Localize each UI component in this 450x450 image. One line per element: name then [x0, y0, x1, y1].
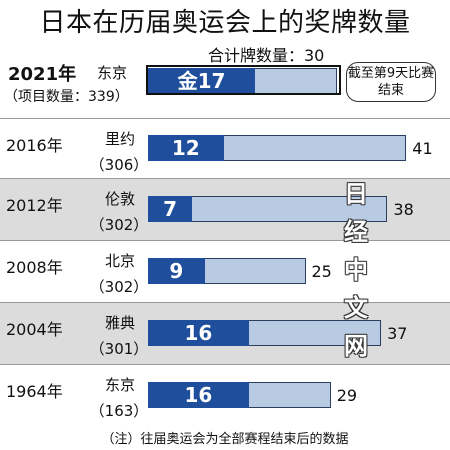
row-separator [0, 240, 450, 241]
event-count-label: （306） [89, 156, 149, 174]
row-separator [0, 178, 450, 179]
row-separator [0, 364, 450, 365]
gold-medals-bar [148, 320, 249, 346]
host-city-label: 东京 [96, 64, 127, 82]
watermark-character: 日 [344, 180, 368, 208]
gold-count-label: 7 [163, 197, 177, 221]
year-label: 2012年 [6, 196, 63, 215]
event-count-label: （302） [89, 278, 149, 296]
gold-count-label: 9 [169, 259, 184, 283]
year-label: 2016年 [6, 136, 63, 155]
total-count-label: 29 [336, 386, 358, 405]
current-total-label: 合计牌数量：30 [208, 46, 325, 65]
host-city-label: 雅典 [104, 314, 135, 332]
total-count-label: 25 [311, 262, 332, 281]
event-count-label: （302） [89, 216, 149, 234]
host-city-label: 伦敦 [104, 190, 135, 208]
gold-count-label: 16 [184, 321, 213, 345]
note-bubble: 截至第9天比赛结束 [346, 62, 436, 102]
event-count-label: （163） [89, 402, 149, 420]
watermark-character: 中 [344, 256, 368, 284]
gold-medals-bar [148, 135, 224, 161]
year-label: 2004年 [6, 320, 63, 339]
total-count-label: 38 [393, 200, 414, 219]
total-count-label: 41 [412, 139, 433, 158]
year-label: 2008年 [6, 258, 63, 277]
total-count-label: 37 [387, 324, 408, 343]
event-count-label: （项目数量：339） [4, 89, 129, 105]
gold-count-label: 16 [184, 383, 213, 407]
gold-medals-bar [148, 196, 193, 222]
event-count-label: （301） [89, 340, 149, 358]
host-city-label: 里约 [104, 130, 135, 148]
row-separator [0, 118, 450, 119]
chart-title: 日本在历届奥运会上的奖牌数量 [39, 8, 411, 38]
year-label: 2021年 [8, 64, 77, 85]
current-games-highlight-frame [146, 65, 341, 95]
row-separator [0, 302, 450, 303]
watermark-character: 网 [344, 332, 368, 360]
host-city-label: 东京 [104, 376, 135, 394]
gold-medals-bar [148, 258, 205, 284]
gold-count-label: 金17 [177, 69, 226, 93]
host-city-label: 北京 [104, 252, 135, 270]
watermark-character: 文 [344, 294, 368, 322]
gold-count-label: 12 [171, 136, 200, 160]
gold-medals-bar [148, 68, 256, 94]
gold-medals-bar [148, 382, 249, 408]
watermark-character: 经 [344, 218, 368, 246]
watermark: 日经中文网 [338, 175, 374, 365]
year-label: 1964年 [6, 382, 63, 401]
footnote: （注）往届奥运会为全部赛程结束后的数据 [101, 432, 349, 447]
